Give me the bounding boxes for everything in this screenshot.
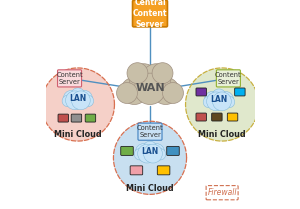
Circle shape <box>148 144 165 160</box>
Circle shape <box>154 148 166 160</box>
Circle shape <box>152 63 173 84</box>
Text: LAN: LAN <box>210 95 228 104</box>
Circle shape <box>71 91 90 110</box>
FancyBboxPatch shape <box>133 0 167 27</box>
FancyBboxPatch shape <box>85 114 96 122</box>
Circle shape <box>163 83 183 103</box>
FancyBboxPatch shape <box>121 147 133 155</box>
FancyBboxPatch shape <box>196 88 206 96</box>
Circle shape <box>152 77 179 104</box>
Circle shape <box>76 90 92 107</box>
Text: Content
Server: Content Server <box>56 72 83 85</box>
Circle shape <box>134 148 146 160</box>
Text: WAN: WAN <box>135 83 165 93</box>
Circle shape <box>204 91 221 108</box>
Circle shape <box>134 73 166 104</box>
FancyBboxPatch shape <box>58 114 68 122</box>
Text: Mini Cloud: Mini Cloud <box>198 130 246 139</box>
FancyBboxPatch shape <box>216 70 240 87</box>
Circle shape <box>135 144 152 160</box>
Circle shape <box>121 77 148 104</box>
Circle shape <box>212 89 226 103</box>
Text: LAN: LAN <box>69 94 86 103</box>
Circle shape <box>203 96 215 108</box>
Circle shape <box>223 96 235 108</box>
FancyBboxPatch shape <box>212 113 222 121</box>
Circle shape <box>66 91 84 110</box>
FancyBboxPatch shape <box>130 166 143 175</box>
Circle shape <box>212 92 231 111</box>
Text: Content
Server: Content Server <box>215 72 242 85</box>
FancyBboxPatch shape <box>196 113 206 121</box>
FancyBboxPatch shape <box>138 123 162 140</box>
Circle shape <box>142 64 171 93</box>
Circle shape <box>185 68 259 141</box>
Circle shape <box>138 144 157 163</box>
Text: LAN: LAN <box>141 147 159 157</box>
Circle shape <box>62 95 74 107</box>
FancyBboxPatch shape <box>167 147 179 155</box>
Circle shape <box>143 141 157 155</box>
FancyBboxPatch shape <box>157 166 170 175</box>
Circle shape <box>217 91 234 108</box>
Circle shape <box>127 63 148 84</box>
Circle shape <box>63 90 80 107</box>
Text: Mini Cloud: Mini Cloud <box>126 184 174 193</box>
FancyBboxPatch shape <box>235 88 245 96</box>
Circle shape <box>71 88 85 102</box>
FancyBboxPatch shape <box>71 114 82 122</box>
Text: Firewall: Firewall <box>207 188 237 197</box>
Text: Central
Content
Server: Central Content Server <box>133 0 167 29</box>
Circle shape <box>207 92 225 111</box>
FancyBboxPatch shape <box>58 70 82 87</box>
Circle shape <box>113 121 187 194</box>
Text: Mini Cloud: Mini Cloud <box>54 130 102 139</box>
Circle shape <box>143 144 162 163</box>
Circle shape <box>41 68 115 141</box>
Text: Content
Server: Content Server <box>137 125 163 138</box>
FancyBboxPatch shape <box>227 113 238 121</box>
Circle shape <box>117 83 137 103</box>
Circle shape <box>82 95 94 107</box>
Circle shape <box>129 64 158 93</box>
